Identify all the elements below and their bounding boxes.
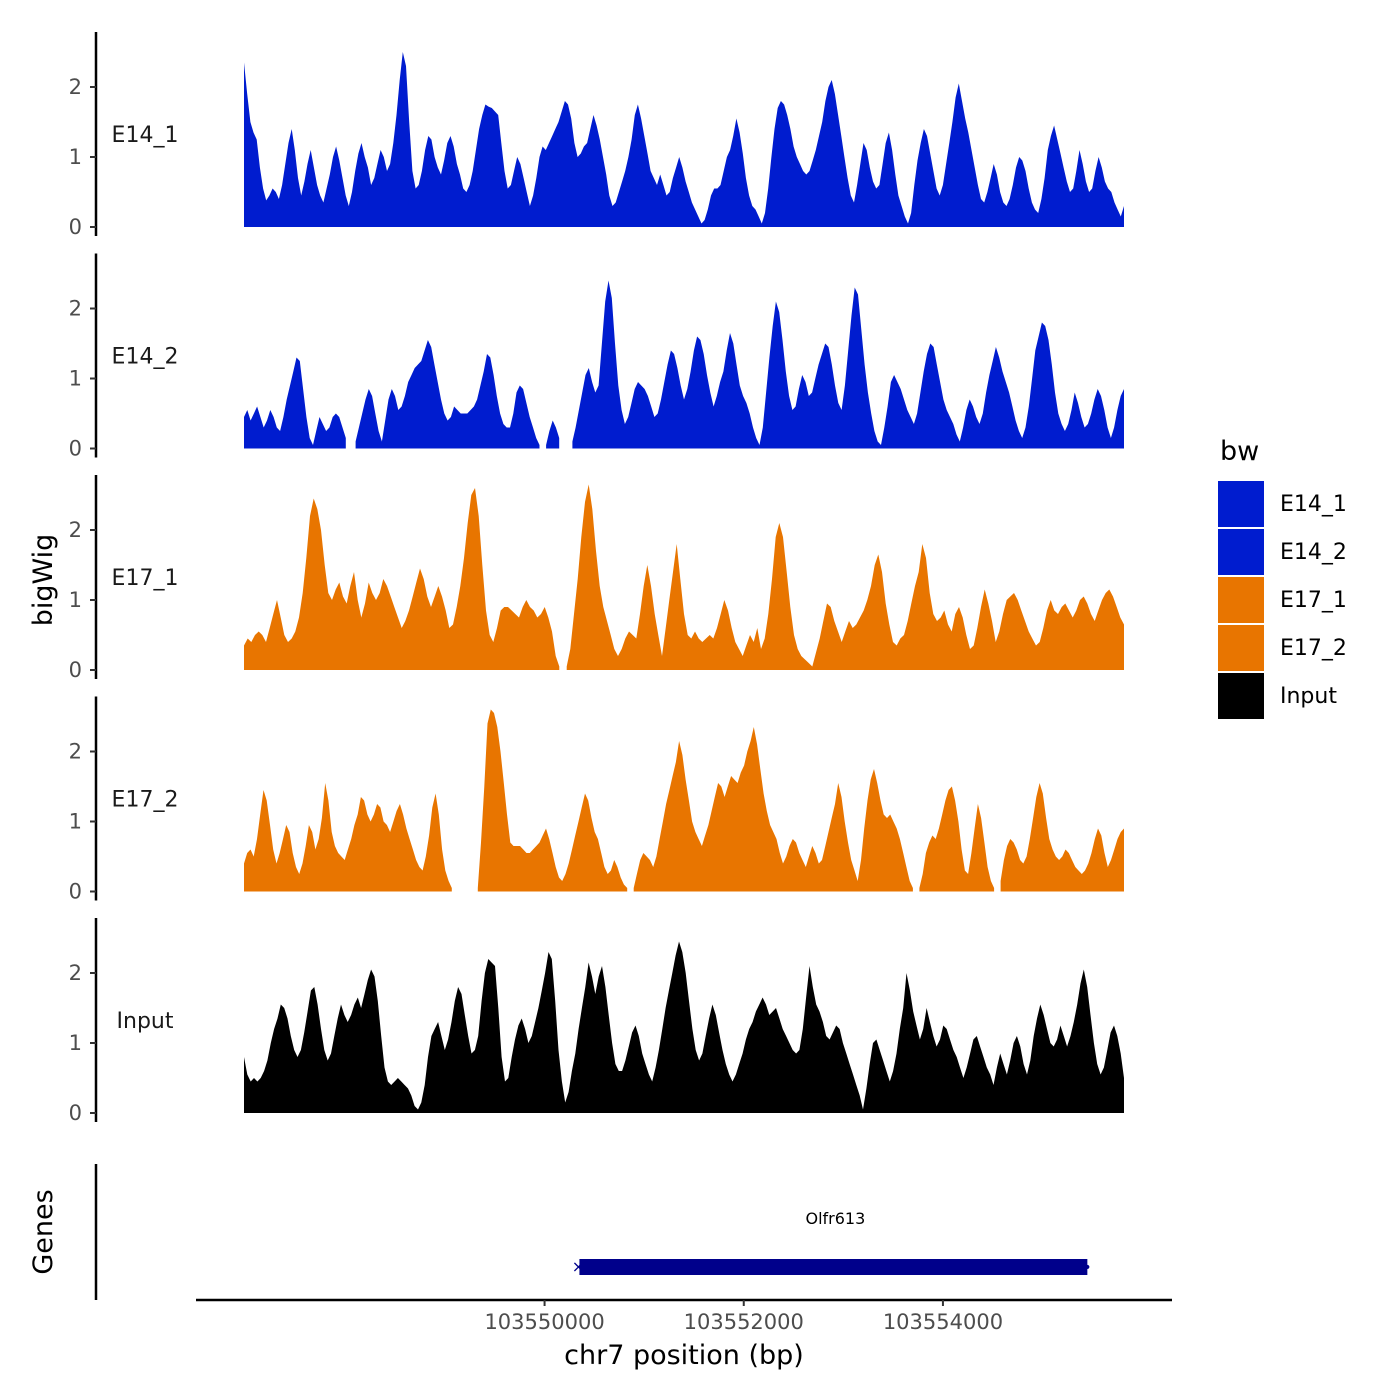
y-tick-label: 2 bbox=[69, 75, 82, 99]
legend-label: E14_2 bbox=[1280, 540, 1347, 565]
gene-body-olfr613[interactable] bbox=[579, 1259, 1088, 1275]
legend-item: E14_2 bbox=[1218, 529, 1347, 575]
y-tick-label: 0 bbox=[69, 880, 82, 904]
legend-swatch bbox=[1218, 673, 1264, 719]
legend-item: E17_1 bbox=[1218, 577, 1347, 623]
signal-area-e14-1[interactable] bbox=[244, 52, 1124, 227]
gene-name-label: Olfr613 bbox=[805, 1209, 865, 1228]
signal-area-e14-2[interactable] bbox=[244, 280, 1124, 449]
y-tick-label: 1 bbox=[69, 367, 82, 391]
gene-end-marker-icon: • bbox=[1083, 1260, 1091, 1276]
y-tick-label: 1 bbox=[69, 810, 82, 834]
signal-tracks: 0 1 2 E14_1 0 1 2 E14_2 0 1 2 E17_1 0 1 2 E17_2 0 1 2 Input bbox=[69, 32, 1124, 1125]
track-e14-1: 0 1 2 E14_1 bbox=[69, 32, 1124, 239]
x-tick-label: 103550000 bbox=[484, 1310, 604, 1334]
y-tick-label: 2 bbox=[69, 961, 82, 985]
y-tick-label: 0 bbox=[69, 1101, 82, 1125]
track-label: E14_1 bbox=[112, 123, 179, 148]
signal-area-e17-2[interactable] bbox=[244, 709, 1124, 892]
track-label: Input bbox=[117, 1009, 174, 1034]
y-tick-label: 0 bbox=[69, 215, 82, 239]
x-tick-label: 103552000 bbox=[684, 1310, 804, 1334]
legend-label: E17_1 bbox=[1280, 588, 1347, 613]
y-axis-title: bigWig bbox=[28, 534, 59, 627]
legend-label: E17_2 bbox=[1280, 636, 1347, 661]
genes-track: Genes Olfr613 × • bbox=[28, 1164, 1091, 1300]
track-e17-1: 0 1 2 E17_1 bbox=[69, 475, 1124, 682]
y-tick-label: 0 bbox=[69, 658, 82, 682]
track-e14-2: 0 1 2 E14_2 bbox=[69, 253, 1124, 461]
y-tick-label: 2 bbox=[69, 518, 82, 542]
legend-title: bw bbox=[1220, 436, 1259, 467]
track-input: 0 1 2 Input bbox=[69, 918, 1124, 1125]
y-tick-label: 0 bbox=[69, 437, 82, 461]
legend-item: E14_1 bbox=[1218, 481, 1347, 527]
x-axis: 103550000 103552000 103554000 bbox=[196, 1298, 1172, 1334]
legend-swatch bbox=[1218, 481, 1264, 527]
y-tick-label: 1 bbox=[69, 145, 82, 169]
legend-swatch bbox=[1218, 577, 1264, 623]
legend-items: E14_1 E14_2 E17_1 E17_2 Input bbox=[1218, 481, 1347, 719]
gene-strand-marker-icon: × bbox=[572, 1257, 585, 1276]
signal-area-input[interactable] bbox=[244, 941, 1124, 1114]
legend-label: Input bbox=[1280, 684, 1337, 709]
y-tick-label: 1 bbox=[69, 1031, 82, 1055]
legend: bw E14_1 E14_2 E17_1 E17_2 Input bbox=[1218, 436, 1347, 719]
signal-area-e17-1[interactable] bbox=[244, 484, 1124, 671]
genes-track-title: Genes bbox=[28, 1189, 59, 1274]
x-tick-label: 103554000 bbox=[883, 1310, 1003, 1334]
track-label: E17_2 bbox=[112, 788, 179, 813]
legend-item: E17_2 bbox=[1218, 625, 1347, 671]
y-tick-label: 2 bbox=[69, 297, 82, 321]
track-label: E17_1 bbox=[112, 566, 179, 591]
legend-label: E14_1 bbox=[1280, 492, 1347, 517]
legend-swatch bbox=[1218, 625, 1264, 671]
track-label: E14_2 bbox=[112, 345, 179, 370]
x-axis-title: chr7 position (bp) bbox=[564, 1340, 804, 1371]
legend-item: Input bbox=[1218, 673, 1337, 719]
track-e17-2: 0 1 2 E17_2 bbox=[69, 696, 1124, 904]
y-tick-label: 2 bbox=[69, 740, 82, 764]
y-tick-label: 1 bbox=[69, 588, 82, 612]
legend-swatch bbox=[1218, 529, 1264, 575]
